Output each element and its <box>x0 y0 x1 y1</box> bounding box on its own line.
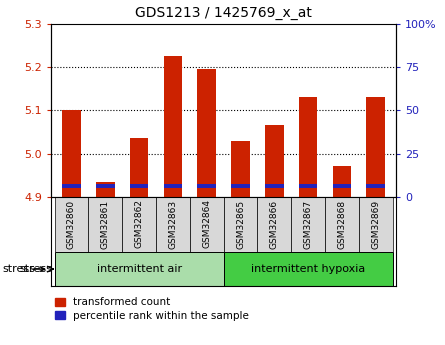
Bar <box>291 197 325 252</box>
Bar <box>198 69 216 197</box>
Text: GSM32862: GSM32862 <box>134 199 144 248</box>
Bar <box>231 141 250 197</box>
Bar <box>257 197 291 252</box>
Bar <box>265 184 283 188</box>
Bar <box>325 197 359 252</box>
Bar <box>299 184 317 188</box>
Legend: transformed count, percentile rank within the sample: transformed count, percentile rank withi… <box>51 293 253 325</box>
Text: stress: stress <box>19 264 52 274</box>
Text: intermittent air: intermittent air <box>97 264 182 274</box>
Text: GSM32863: GSM32863 <box>168 199 178 248</box>
Bar <box>299 98 317 197</box>
Bar <box>96 181 114 197</box>
Text: intermittent hypoxia: intermittent hypoxia <box>251 264 365 274</box>
Bar <box>224 197 257 252</box>
Text: stress: stress <box>2 264 35 274</box>
Bar <box>367 98 385 197</box>
Text: GSM32867: GSM32867 <box>303 199 313 248</box>
Bar <box>130 184 148 188</box>
Bar <box>130 138 148 197</box>
Text: GSM32864: GSM32864 <box>202 199 211 248</box>
Text: GSM32866: GSM32866 <box>270 199 279 248</box>
Text: GSM32860: GSM32860 <box>67 199 76 248</box>
Bar <box>164 57 182 197</box>
Text: GSM32869: GSM32869 <box>371 199 380 248</box>
Bar <box>224 252 392 286</box>
Bar <box>62 110 81 197</box>
Bar <box>164 184 182 188</box>
Bar <box>55 252 224 286</box>
Text: GSM32865: GSM32865 <box>236 199 245 248</box>
Bar <box>55 197 89 252</box>
Bar <box>122 197 156 252</box>
Bar <box>333 184 351 188</box>
Bar <box>62 184 81 188</box>
Bar <box>231 184 250 188</box>
Text: GSM32861: GSM32861 <box>101 199 110 248</box>
Text: GSM32868: GSM32868 <box>337 199 347 248</box>
Bar <box>265 126 283 197</box>
Bar <box>359 197 392 252</box>
Bar <box>96 184 114 188</box>
Bar <box>198 184 216 188</box>
Bar <box>89 197 122 252</box>
Title: GDS1213 / 1425769_x_at: GDS1213 / 1425769_x_at <box>135 6 312 20</box>
Bar <box>367 184 385 188</box>
Bar <box>190 197 224 252</box>
Bar <box>156 197 190 252</box>
Bar <box>333 167 351 197</box>
